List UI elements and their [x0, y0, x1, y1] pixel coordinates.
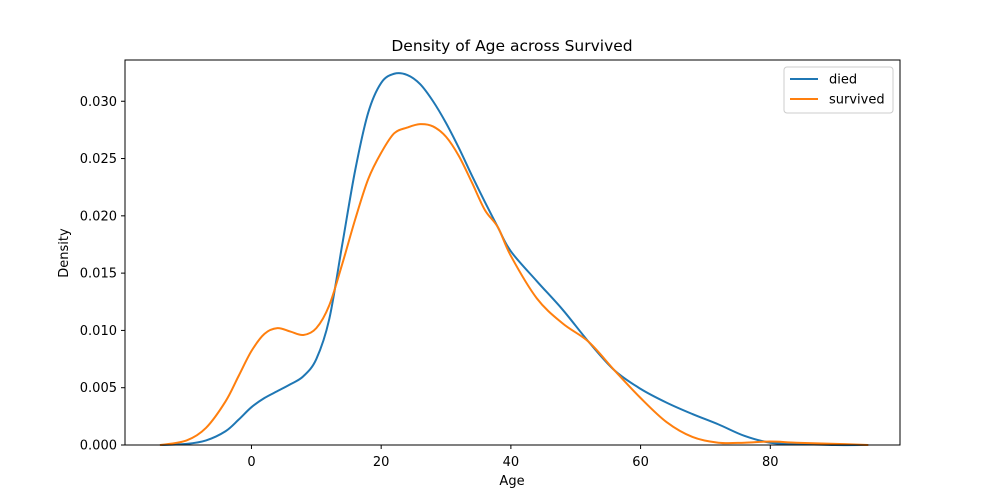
legend-label-survived: survived: [829, 93, 885, 108]
series-layer: [159, 72, 869, 447]
x-tick-label: 0: [247, 455, 255, 470]
x-axis-label: Age: [499, 474, 524, 489]
y-tick-label: 0.010: [80, 324, 117, 339]
y-tick-label: 0.025: [80, 152, 117, 167]
x-tick-label: 60: [632, 455, 649, 470]
chart-title: Density of Age across Survived: [391, 37, 632, 55]
y-tick-label: 0.005: [80, 381, 117, 396]
series-line-died: [159, 72, 869, 447]
y-tick-label: 0.000: [80, 439, 117, 454]
y-tick-label: 0.030: [80, 95, 117, 110]
y-tick-label: 0.020: [80, 209, 117, 224]
y-axis-label: Density: [57, 228, 72, 278]
y-tick-label: 0.015: [80, 267, 117, 282]
x-tick-label: 80: [762, 455, 779, 470]
y-axis-ticks: 0.000 0.005 0.010 0.015 0.020 0.025 0.030: [80, 95, 125, 454]
legend-entries: died survived: [790, 73, 885, 108]
plot-frame: [124, 59, 901, 446]
x-tick-label: 20: [373, 455, 390, 470]
x-axis-ticks: 0 20 40 60 80: [247, 445, 779, 470]
x-tick-label: 40: [503, 455, 520, 470]
legend: died survived: [783, 66, 894, 114]
legend-label-died: died: [829, 73, 857, 88]
series-line-survived: [159, 123, 869, 446]
